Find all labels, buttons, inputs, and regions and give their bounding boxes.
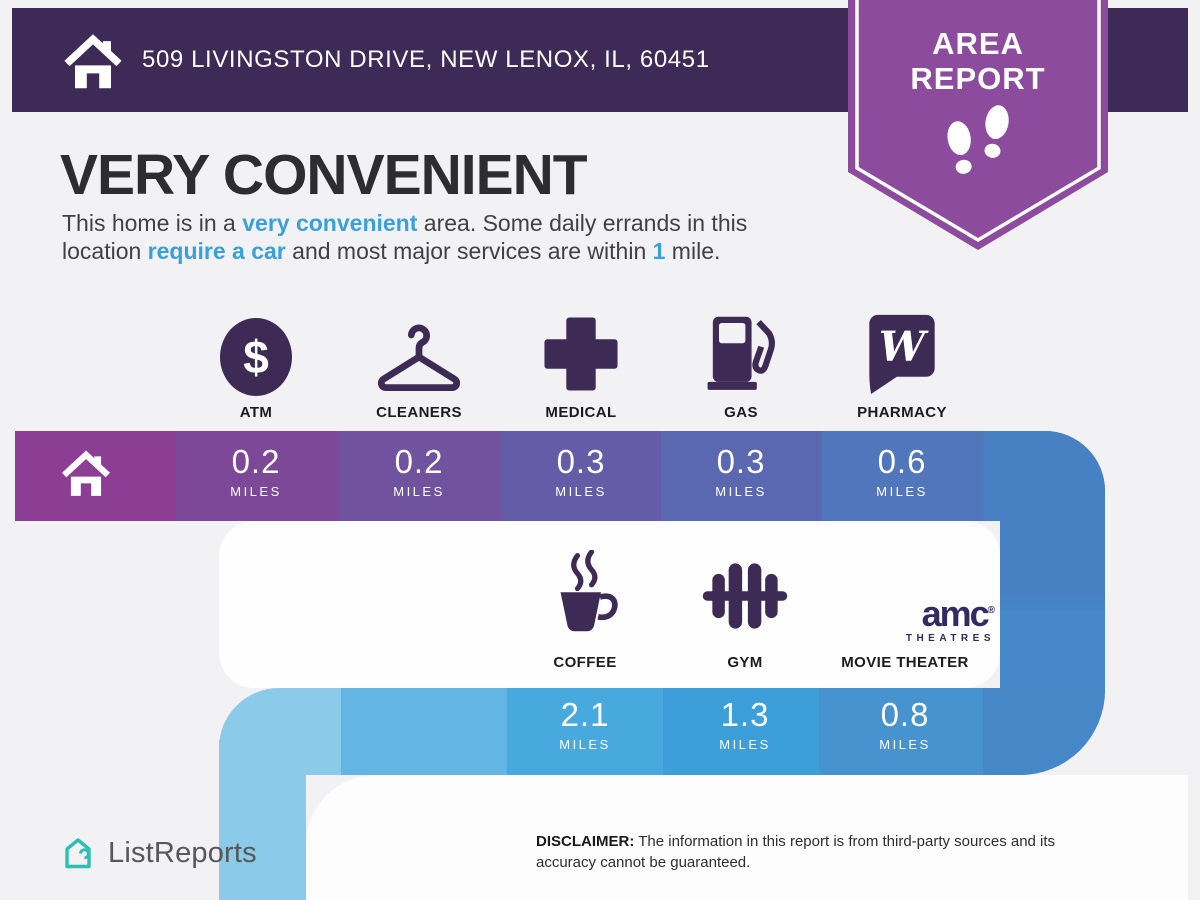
intro-text: This home is in a bbox=[62, 210, 243, 236]
service-atm: $ ATM bbox=[171, 304, 341, 421]
intro-text: and most major services are within bbox=[285, 237, 653, 264]
service-coffee: COFFEE bbox=[495, 548, 675, 671]
dollar-glyph: $ bbox=[243, 331, 269, 383]
badge-title: AREA REPORT bbox=[848, 26, 1108, 96]
footprints-icon bbox=[947, 105, 1009, 174]
disclaimer-label: DISCLAIMER: bbox=[536, 833, 635, 850]
snake-inner-panel bbox=[219, 521, 1000, 688]
distance-value: 0.3 bbox=[556, 443, 606, 480]
bar-segment-movie bbox=[819, 688, 983, 775]
service-label: PHARMACY bbox=[857, 404, 947, 421]
disclaimer-text: accuracy cannot be guaranteed. bbox=[536, 853, 751, 871]
intro-highlight: 1 bbox=[652, 237, 666, 264]
amc-logo: amc® bbox=[921, 593, 995, 634]
distance-value: 0.2 bbox=[394, 443, 444, 480]
bar-segment-gym bbox=[663, 688, 819, 775]
intro-highlight: require a car bbox=[147, 237, 286, 264]
service-label: GAS bbox=[724, 404, 758, 421]
distance-medical: 0.3 MILES bbox=[501, 443, 661, 499]
medical-cross-icon bbox=[544, 317, 618, 391]
distance-coffee: 2.1 MILES bbox=[505, 696, 665, 752]
distance-pharmacy: 0.6 MILES bbox=[822, 443, 982, 499]
bar-segment-coffee bbox=[507, 688, 663, 775]
walgreens-icon: W bbox=[869, 314, 935, 394]
distance-value: 0.8 bbox=[880, 696, 930, 733]
area-report-ribbon bbox=[848, 0, 1108, 250]
bar-segment-atm bbox=[176, 431, 337, 521]
listreports-wordmark: ListReports bbox=[108, 836, 257, 869]
distance-bar-row2 bbox=[219, 688, 1105, 775]
service-label: ATM bbox=[239, 404, 273, 421]
lower-panel bbox=[306, 775, 1188, 900]
badge-line2: REPORT bbox=[910, 61, 1046, 96]
bar-segment-medical bbox=[501, 431, 661, 521]
service-movie-theater: amc® THEATRES MOVIE THEATER bbox=[815, 548, 995, 672]
service-label: MEDICAL bbox=[545, 404, 617, 421]
distance-unit: MILES bbox=[715, 484, 767, 499]
badge-line1: AREA bbox=[932, 26, 1024, 61]
service-label: CLEANERS bbox=[376, 404, 462, 421]
walgreens-w-glyph: W bbox=[879, 321, 929, 370]
distance-unit: MILES bbox=[879, 737, 931, 752]
intro-text: area. Some daily errands in this bbox=[417, 210, 748, 236]
home-icon bbox=[62, 450, 110, 496]
disclaimer: DISCLAIMER: The information in this repo… bbox=[536, 832, 1154, 873]
bar-segment-pharmacy bbox=[822, 431, 983, 521]
distance-unit: MILES bbox=[230, 484, 282, 499]
bar-segment-home bbox=[15, 431, 176, 521]
service-pharmacy: W PHARMACY bbox=[817, 304, 987, 421]
distance-atm: 0.2 MILES bbox=[176, 443, 336, 499]
dumbbell-icon bbox=[702, 563, 788, 629]
service-cleaners: CLEANERS bbox=[334, 304, 504, 421]
intro-text: mile. bbox=[665, 237, 721, 264]
atm-icon: $ bbox=[220, 318, 292, 396]
registered-mark: ® bbox=[987, 605, 995, 616]
intro-highlight: very convenient bbox=[242, 210, 418, 236]
distance-gas: 0.3 MILES bbox=[661, 443, 821, 499]
listreports-logo-icon bbox=[65, 838, 91, 869]
distance-movie: 0.8 MILES bbox=[825, 696, 985, 752]
page-title: VERY CONVENIENT bbox=[60, 143, 588, 207]
distance-unit: MILES bbox=[719, 737, 771, 752]
bar-segment-gas bbox=[661, 431, 822, 521]
service-gym: GYM bbox=[655, 548, 835, 671]
intro-text: location bbox=[62, 237, 148, 264]
distance-cleaners: 0.2 MILES bbox=[339, 443, 499, 499]
distance-unit: MILES bbox=[559, 737, 611, 752]
service-label: MOVIE THEATER bbox=[841, 654, 969, 671]
distance-value: 2.1 bbox=[560, 696, 610, 733]
distance-value: 0.2 bbox=[231, 443, 281, 480]
distance-unit: MILES bbox=[555, 484, 607, 499]
distance-value: 1.3 bbox=[720, 696, 770, 733]
distance-value: 0.6 bbox=[877, 443, 927, 480]
service-gas: GAS bbox=[656, 304, 826, 421]
service-medical: MEDICAL bbox=[496, 304, 666, 421]
distance-value: 0.3 bbox=[716, 443, 766, 480]
property-address: 509 LIVINGSTON DRIVE, NEW LENOX, IL, 604… bbox=[142, 46, 710, 73]
bar-segment-cleaners bbox=[337, 431, 501, 521]
distance-unit: MILES bbox=[876, 484, 928, 499]
snake-tail bbox=[219, 740, 306, 900]
service-label: COFFEE bbox=[553, 654, 617, 671]
hanger-icon bbox=[377, 324, 461, 392]
disclaimer-text: The information in this report is from t… bbox=[634, 833, 1056, 850]
bar-segment-spacer bbox=[341, 688, 507, 775]
amc-wordmark: amc bbox=[921, 593, 990, 634]
bar-segment-turn-right bbox=[983, 688, 1105, 775]
amc-theatres-text: THEATRES bbox=[905, 633, 995, 644]
distance-gym: 1.3 MILES bbox=[665, 696, 825, 752]
home-icon bbox=[64, 34, 122, 89]
listreports-brand: ListReports bbox=[58, 833, 257, 873]
distance-unit: MILES bbox=[393, 484, 445, 499]
coffee-cup-icon bbox=[560, 550, 618, 632]
intro-paragraph: This home is in a very convenient area. … bbox=[62, 210, 892, 265]
gas-pump-icon bbox=[707, 316, 775, 390]
service-label: GYM bbox=[727, 654, 763, 671]
